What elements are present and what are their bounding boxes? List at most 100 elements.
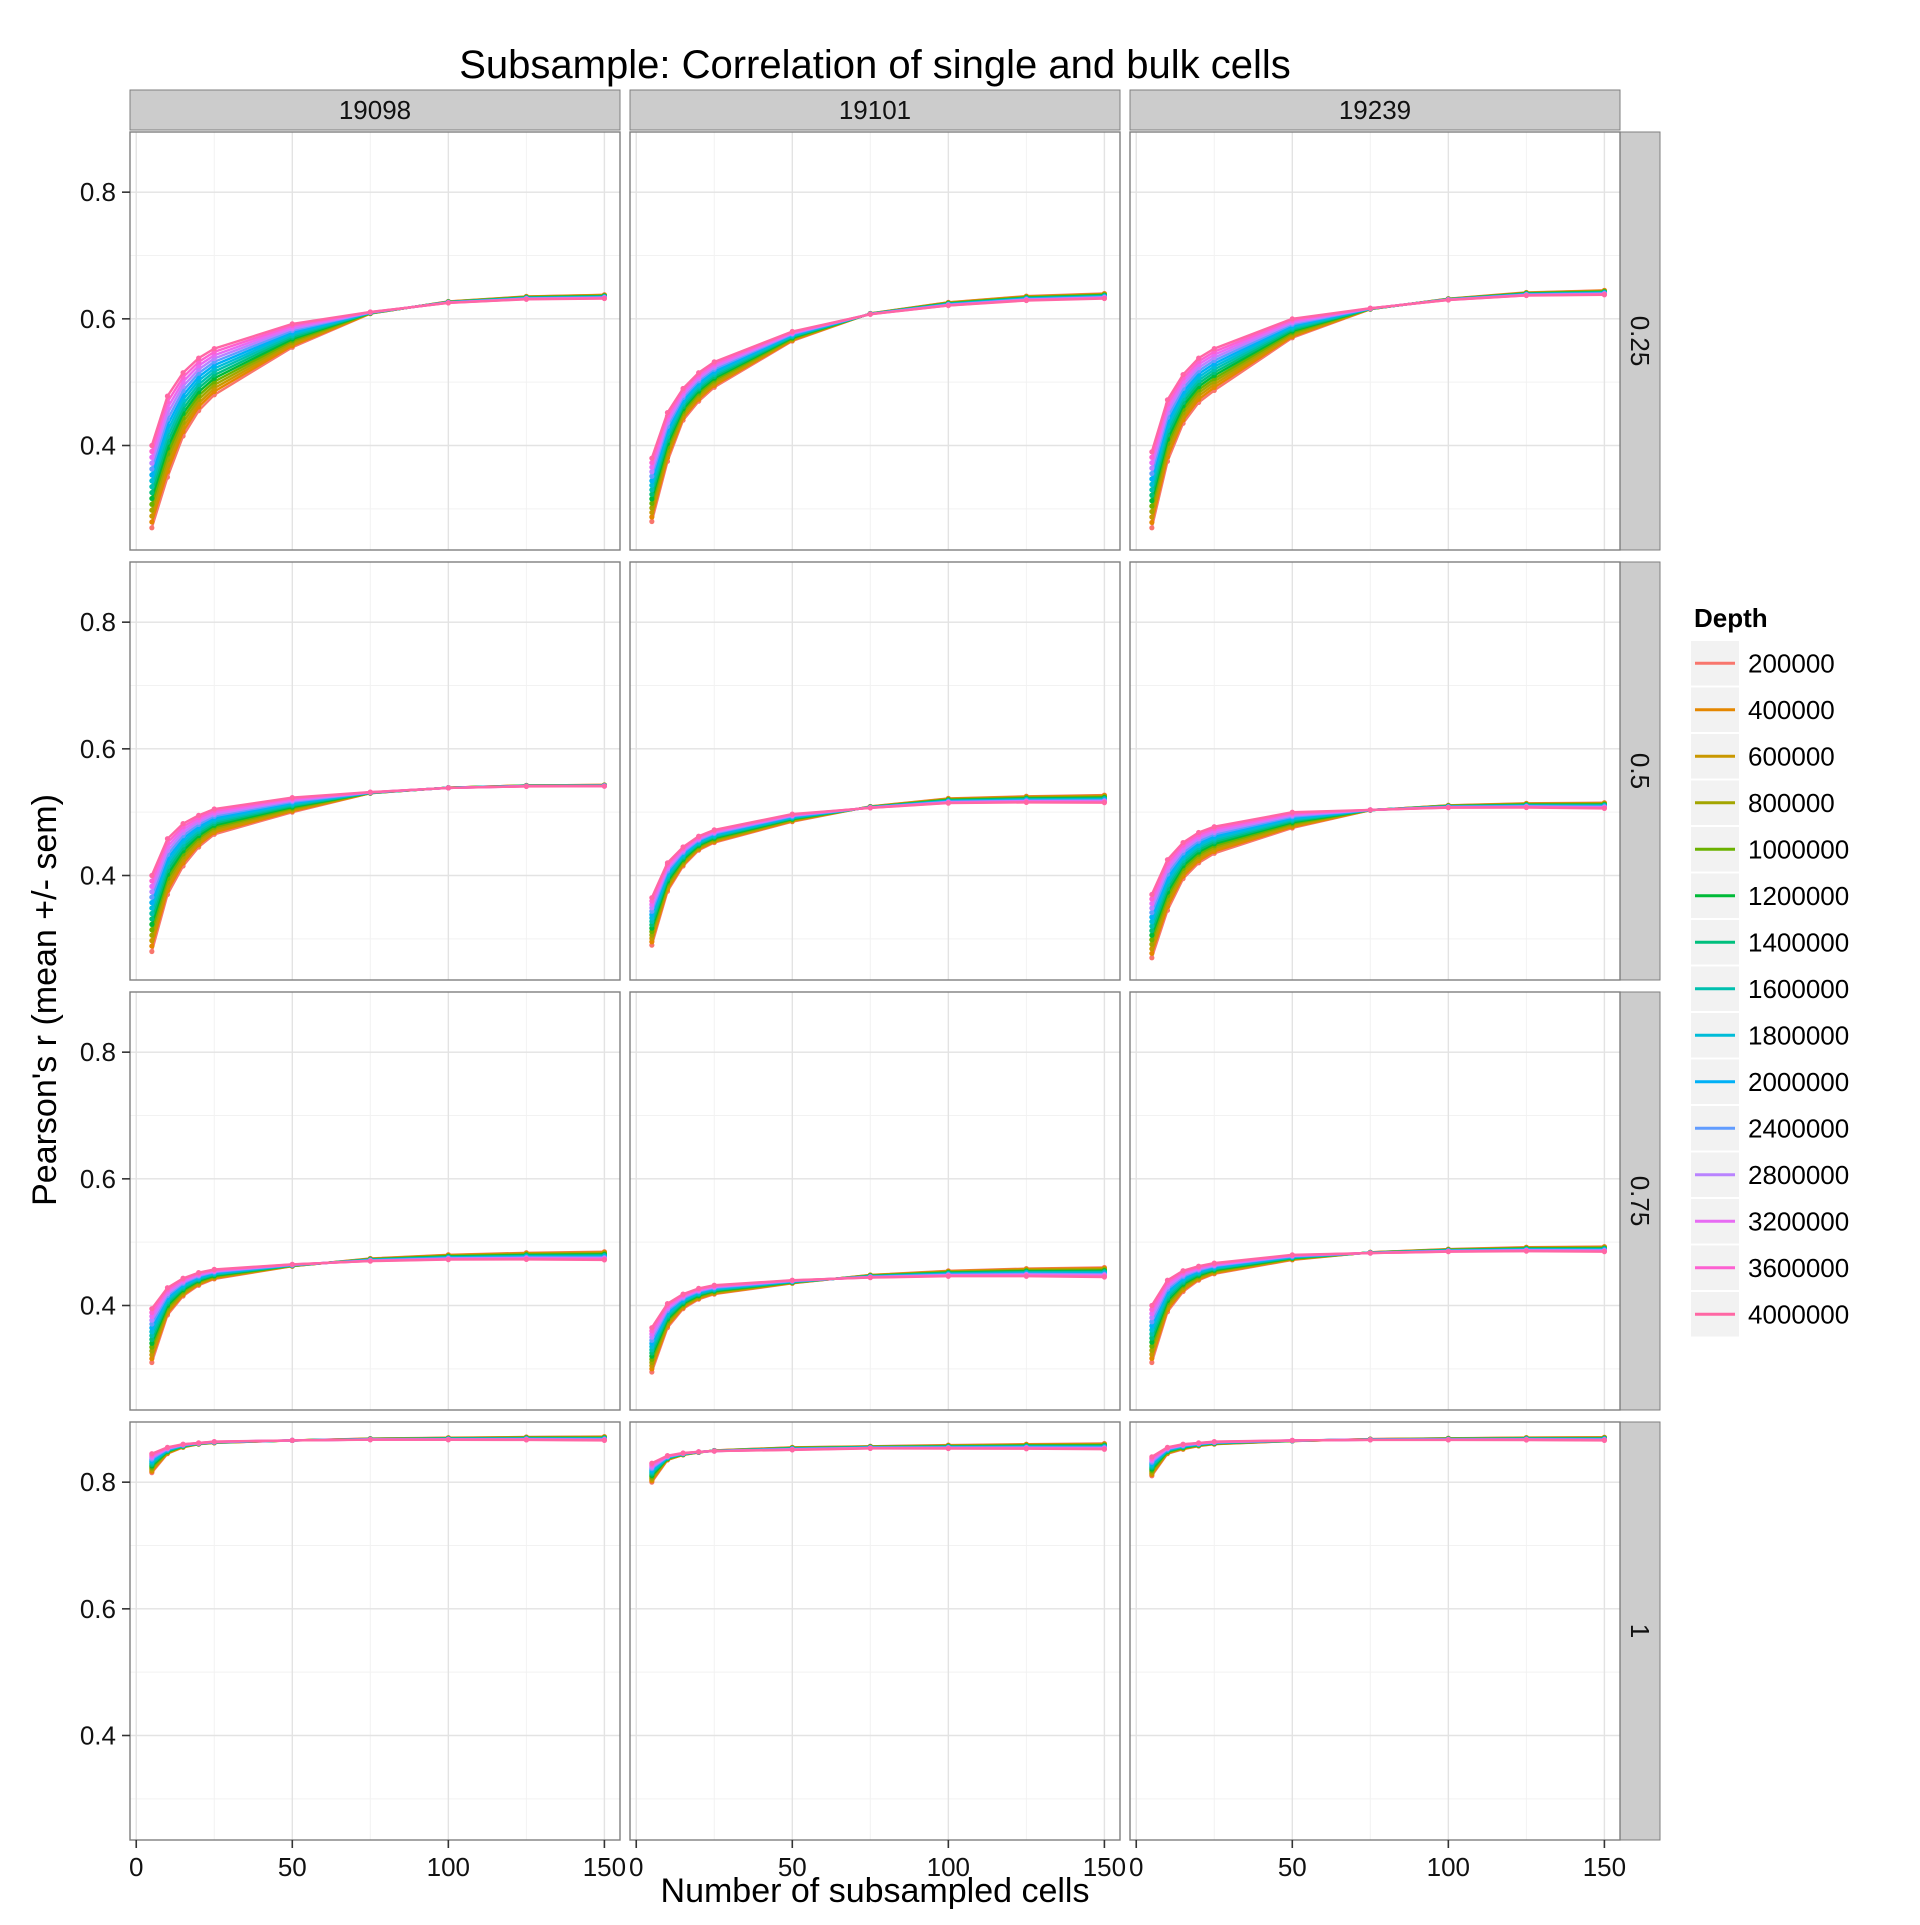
series-point [1445, 1249, 1451, 1255]
series-point [149, 910, 155, 917]
series-point [1196, 355, 1202, 361]
x-tick-label: 100 [427, 1852, 470, 1882]
row-strip-label: 0.5 [1625, 753, 1655, 789]
x-tick-label: 0 [629, 1852, 643, 1882]
series-point [149, 454, 155, 460]
series-line-4000000 [650, 297, 1105, 459]
row-strip-label: 1 [1625, 1624, 1655, 1638]
legend-title: Depth [1694, 603, 1768, 633]
legend-label: 1600000 [1748, 974, 1849, 1004]
series-point [945, 1273, 951, 1279]
series-point [1180, 371, 1186, 378]
facet-panel [629, 1421, 1121, 1841]
series-point [1289, 1252, 1295, 1258]
legend-label: 3600000 [1748, 1253, 1849, 1283]
series-point [1523, 292, 1529, 299]
series-point [149, 948, 155, 955]
series-point [1367, 807, 1373, 813]
series-point [149, 525, 155, 531]
series-point [149, 1352, 155, 1358]
series-point [1149, 454, 1155, 460]
series-point [196, 355, 202, 361]
series-point [1523, 804, 1529, 811]
series-point [180, 1275, 186, 1281]
series-point [1523, 1437, 1529, 1443]
series-point [789, 811, 795, 817]
series-point [1149, 465, 1155, 471]
panel-border [129, 561, 621, 981]
column-strip-label: 19239 [1339, 95, 1411, 125]
series-point [149, 1336, 155, 1343]
legend-label: 800000 [1748, 788, 1835, 818]
series-point [149, 872, 155, 879]
series-point [149, 900, 155, 906]
panel-background [630, 1422, 1120, 1840]
series-point [445, 1437, 451, 1443]
series-point [1601, 805, 1607, 811]
panel-border [629, 1421, 1121, 1841]
series-point [1211, 346, 1217, 352]
series-point [649, 455, 655, 461]
series-point [1149, 525, 1155, 531]
series-point [1101, 800, 1107, 806]
series-point [664, 860, 671, 866]
series-point [711, 1282, 717, 1288]
y-tick-label: 0.6 [80, 1164, 116, 1194]
series-point [149, 1332, 155, 1339]
series-point [1289, 809, 1295, 815]
series-point [164, 393, 171, 399]
series-point [1149, 1306, 1155, 1313]
series-point [696, 370, 702, 376]
series-point [1149, 1351, 1155, 1357]
series-point [149, 501, 155, 507]
series-point [1164, 1444, 1171, 1450]
series-point [149, 927, 155, 933]
series-point [649, 482, 655, 488]
panel-background [130, 1422, 620, 1840]
y-tick-label: 0.6 [80, 304, 116, 334]
series-point [601, 1437, 607, 1443]
series-point [1289, 1437, 1295, 1443]
panel-background [130, 562, 620, 980]
series-point [445, 1257, 451, 1263]
y-tick-label: 0.6 [80, 1594, 116, 1624]
series-point [649, 518, 655, 525]
series-point [945, 1445, 951, 1452]
facet-panel [129, 1421, 621, 1841]
legend-label: 4000000 [1748, 1299, 1849, 1329]
y-tick-label: 0.8 [80, 1037, 116, 1067]
series-point [149, 442, 155, 449]
series-point [149, 1325, 155, 1331]
series-point [1023, 799, 1029, 806]
y-tick-label: 0.8 [80, 1467, 116, 1497]
x-tick-label: 100 [927, 1852, 970, 1882]
series-point [196, 1440, 202, 1446]
facet-panel [1129, 131, 1621, 551]
series-point [1289, 316, 1295, 322]
row-strip [1619, 1421, 1661, 1841]
series-point [149, 1321, 155, 1327]
series-point [1149, 498, 1155, 504]
series-point [1149, 449, 1155, 455]
series-point [1211, 1439, 1217, 1445]
legend-label: 1000000 [1748, 834, 1849, 864]
series-point [601, 1257, 607, 1263]
series-point [1149, 1335, 1155, 1341]
series-point [649, 1325, 655, 1331]
row-strip-label: 0.75 [1625, 1176, 1655, 1227]
x-tick-label: 50 [1278, 1852, 1307, 1882]
series-point [1149, 1355, 1155, 1362]
panel-border [129, 991, 621, 1411]
series-point [149, 1348, 155, 1354]
panel-background [630, 562, 1120, 980]
series-point [149, 484, 155, 490]
series-point [945, 302, 951, 309]
series-point [649, 505, 655, 511]
series-point [1023, 297, 1029, 304]
legend-label: 1800000 [1748, 1020, 1849, 1050]
series-point [664, 1452, 671, 1459]
series-point [867, 1275, 873, 1281]
series-point [149, 1359, 155, 1366]
